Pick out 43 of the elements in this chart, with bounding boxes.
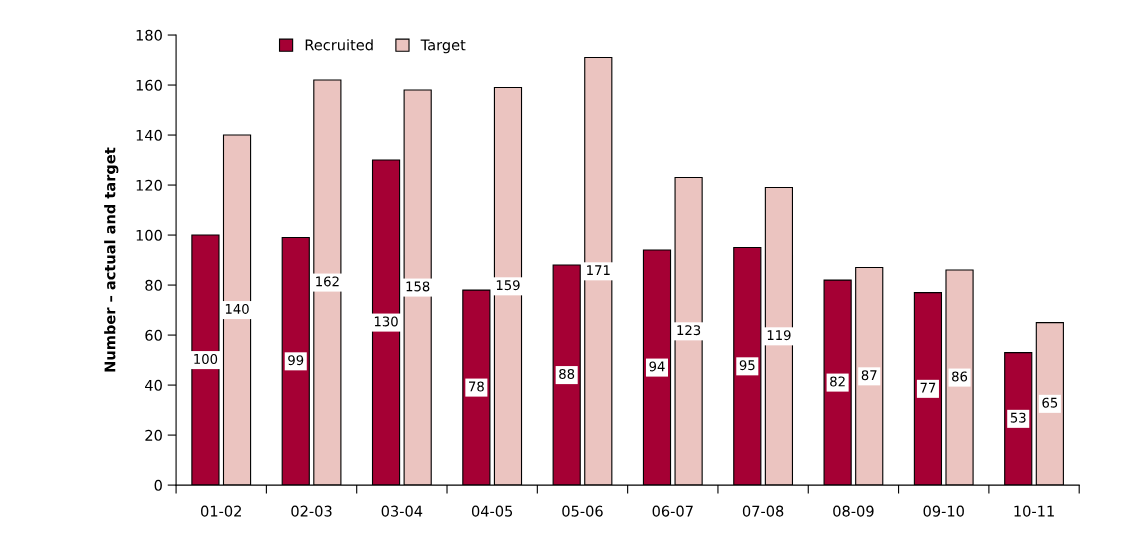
y-tick-label: 140: [136, 129, 162, 141]
data-label: 158: [406, 281, 430, 292]
data-label: 82: [830, 376, 845, 387]
data-label: 95: [739, 360, 755, 371]
y-tick-label: 0: [154, 479, 162, 491]
data-label: 159: [496, 280, 520, 291]
data-label: 78: [469, 381, 484, 392]
y-tick-label: 80: [145, 279, 162, 291]
y-tick-label: 60: [145, 329, 162, 341]
legend-label: Target: [420, 39, 466, 54]
x-tick-label: 02-03: [291, 505, 332, 517]
data-label: 123: [677, 325, 701, 336]
y-tick-label: 180: [136, 29, 162, 41]
data-label: 100: [194, 353, 218, 364]
data-label: 130: [374, 316, 398, 327]
data-label: 88: [559, 368, 575, 379]
x-tick-label: 01-02: [201, 505, 241, 517]
data-label: 94: [649, 361, 665, 372]
x-tick-label: 07-08: [742, 505, 784, 517]
data-label: 87: [861, 370, 877, 381]
y-axis-title: Number – actual and target: [104, 147, 119, 372]
data-label: 99: [288, 355, 304, 366]
x-tick-label: 04-05: [471, 505, 513, 517]
y-tick-label: 20: [145, 429, 162, 441]
x-tick-label: 03-04: [381, 505, 423, 517]
x-tick-label: 05-06: [562, 505, 603, 517]
data-label: 119: [767, 330, 791, 341]
legend-label: Recruited: [305, 39, 373, 51]
y-tick-label: 100: [136, 229, 162, 241]
data-label: 140: [225, 303, 249, 314]
x-tick-label: 10-11: [1014, 505, 1054, 517]
data-label: 65: [1042, 397, 1058, 408]
y-tick-label: 160: [136, 79, 162, 91]
data-label: 86: [952, 371, 968, 382]
data-label: 53: [1010, 412, 1026, 423]
data-label: 171: [587, 265, 610, 275]
y-tick-label: 40: [145, 379, 162, 391]
x-tick-label: 09-10: [923, 505, 964, 517]
y-tick-label: 120: [136, 179, 162, 191]
data-label: 77: [920, 382, 936, 393]
x-tick-label: 08-09: [833, 505, 874, 517]
x-tick-label: 06-07: [652, 505, 693, 517]
data-label: 162: [316, 276, 339, 287]
